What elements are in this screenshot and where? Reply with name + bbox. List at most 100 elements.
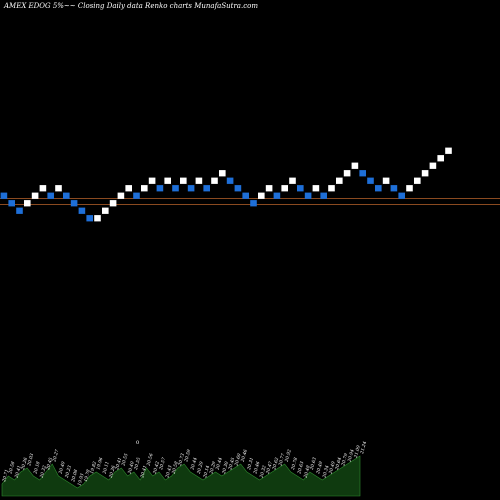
renko-brick-down — [78, 207, 86, 214]
volume-label: 20.58 — [171, 461, 179, 476]
volume-label: 20.26 — [21, 457, 29, 472]
renko-brick-up — [406, 185, 413, 192]
renko-brick-down — [187, 185, 195, 192]
volume-label: 20.34 — [322, 465, 330, 480]
volume-label: 20.59 — [184, 449, 192, 464]
renko-brick-up — [312, 185, 320, 192]
volume-label: 20.43 — [165, 465, 173, 480]
volume-label: 19.78 — [84, 469, 92, 483]
volume-label: 20.62 — [272, 457, 280, 472]
volume-label: 20.47 — [266, 461, 274, 476]
renko-brick-down — [8, 200, 15, 207]
volume-label: 20.55 — [121, 453, 129, 468]
volume-label: 20.48 — [303, 465, 311, 480]
renko-bricks — [0, 147, 452, 222]
renko-brick-up — [148, 177, 156, 184]
volume-label: 21.24 — [360, 441, 368, 456]
volume-label: 20.23 — [65, 465, 73, 480]
volume-label: 20.49 — [316, 461, 324, 476]
volume-label: 20.44 — [215, 457, 223, 472]
renko-brick-down — [398, 192, 405, 199]
volume-label: 20.27 — [52, 449, 60, 464]
renko-brick-down — [0, 192, 8, 199]
renko-brick-up — [55, 185, 62, 192]
renko-brick-up — [219, 170, 226, 177]
volume-label: 20.92 — [284, 449, 292, 464]
renko-brick-down — [156, 185, 164, 192]
volume-label: 20.41 — [14, 465, 22, 479]
volume-label: 20.58 — [8, 461, 16, 476]
renko-brick-down — [226, 177, 234, 184]
renko-brick-down — [234, 185, 242, 192]
volume-label: 20.41 — [115, 457, 123, 471]
volume-label: 20.32 — [40, 465, 48, 480]
volume-label: 20.29 — [209, 461, 217, 476]
renko-brick-up — [421, 170, 429, 177]
volume-label: 20.44 — [190, 457, 198, 472]
volume-label: 20.46 — [253, 461, 261, 476]
renko-brick-down — [304, 192, 312, 199]
volume-label: 19.93 — [77, 473, 85, 487]
volume-label: 20.46 — [241, 449, 249, 464]
renko-brick-up — [437, 155, 444, 162]
renko-brick-down — [273, 192, 281, 199]
volume-label: 20.40 — [58, 461, 66, 476]
volume-label: 20.78 — [291, 457, 299, 472]
volume-label: 20.64 — [335, 457, 343, 472]
renko-brick-up — [180, 177, 187, 184]
renko-brick-up — [141, 185, 148, 192]
reference-lines — [0, 197, 500, 205]
renko-brick-down — [320, 192, 327, 199]
volume-label: 20.73 — [178, 453, 186, 468]
volume-label: 20.03 — [27, 453, 35, 468]
renko-brick-up — [94, 215, 101, 222]
renko-brick-up — [102, 207, 109, 214]
renko-brick-down — [70, 200, 78, 207]
volume-label: 19.96 — [96, 457, 104, 471]
volume-label: 20.30 — [222, 461, 230, 476]
renko-brick-up — [414, 177, 421, 184]
volume-label: 20.45 — [46, 457, 54, 472]
renko-brick-up — [125, 185, 132, 192]
volume-label: 20.18 — [33, 461, 41, 476]
volume-label: 20.94 — [347, 449, 355, 464]
renko-brick-down — [250, 200, 257, 207]
volume-label: 20.45 — [228, 457, 236, 472]
volume-label: 20.57 — [159, 457, 167, 472]
volume-label: 20.63 — [297, 461, 305, 476]
renko-brick-up — [281, 185, 288, 192]
renko-brick-up — [445, 147, 452, 154]
renko-brick-down — [172, 185, 179, 192]
renko-brick-up — [195, 177, 203, 184]
volume-label: 20.55 — [134, 457, 142, 472]
renko-brick-up — [336, 177, 343, 184]
renko-brick-up — [328, 185, 335, 192]
renko-brick-down — [63, 192, 70, 199]
renko-brick-up — [289, 177, 296, 184]
renko-brick-down — [375, 185, 382, 192]
volume-label: 20.11 — [102, 461, 110, 475]
volume-label: 20.56 — [146, 453, 154, 468]
renko-brick-down — [16, 207, 23, 214]
volume-panel — [1, 455, 361, 497]
renko-brick-up — [211, 177, 218, 184]
volume-label: 20.77 — [278, 453, 286, 468]
volume-label: 20.71 — [2, 469, 10, 483]
renko-brick-down — [47, 192, 54, 199]
volume-label: 20.40 — [127, 461, 135, 476]
volume-label: 20.26 — [109, 465, 117, 480]
renko-brick-down — [297, 185, 304, 192]
renko-brick-up — [117, 192, 125, 199]
renko-brick-up — [343, 170, 351, 177]
renko-brick-up — [258, 192, 265, 199]
volume-label: 20.63 — [310, 457, 318, 472]
renko-brick-down — [133, 192, 140, 199]
renko-brick-up — [429, 162, 437, 169]
volume-label: 20.41 — [140, 465, 148, 479]
volume-marker: 0 — [136, 440, 139, 446]
chart-title: AMEX EDOG 5%~~ Closing Daily data Renko … — [3, 2, 258, 10]
renko-brick-down — [86, 215, 93, 222]
renko-brick-up — [39, 185, 47, 192]
volume-label: 19.82 — [90, 461, 98, 475]
renko-brick-down — [367, 177, 374, 184]
